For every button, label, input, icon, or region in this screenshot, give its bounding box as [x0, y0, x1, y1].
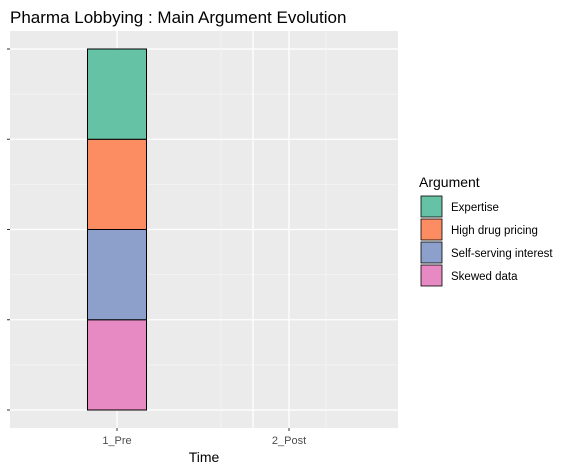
x-axis-title: Time	[189, 449, 220, 465]
bar-segment-1_Pre-self-serving-interest	[87, 229, 147, 321]
bar-segment-1_Pre-high-drug-pricing	[87, 138, 147, 230]
x-tick-label-1: 2_Post	[272, 435, 306, 447]
legend-label-expertise: Expertise	[451, 202, 499, 214]
legend-label-self-serving-interest: Self-serving interest	[451, 248, 553, 260]
legend-key-expertise	[420, 195, 443, 218]
legend-label-high-drug-pricing: High drug pricing	[451, 225, 538, 237]
chart-title: Pharma Lobbying : Main Argument Evolutio…	[10, 8, 346, 27]
legend: Argument Expertise High drug pricing Self-…	[419, 174, 553, 287]
bar-segment-1_Pre-skewed-data	[87, 319, 147, 411]
legend-key-skewed-data	[420, 264, 443, 287]
bar-stack-group	[87, 48, 147, 411]
bar-segment-1_Pre-expertise	[87, 48, 147, 140]
legend-title: Argument	[419, 174, 480, 190]
axis-ticks	[7, 48, 290, 431]
legend-key-self-serving-interest	[420, 241, 443, 264]
grid-lines	[10, 31, 398, 428]
legend-key-high-drug-pricing	[420, 218, 443, 241]
x-tick-labels: 1_Pre 2_Post	[102, 435, 306, 447]
legend-label-skewed-data: Skewed data	[451, 271, 518, 283]
x-tick-label-0: 1_Pre	[102, 435, 131, 447]
